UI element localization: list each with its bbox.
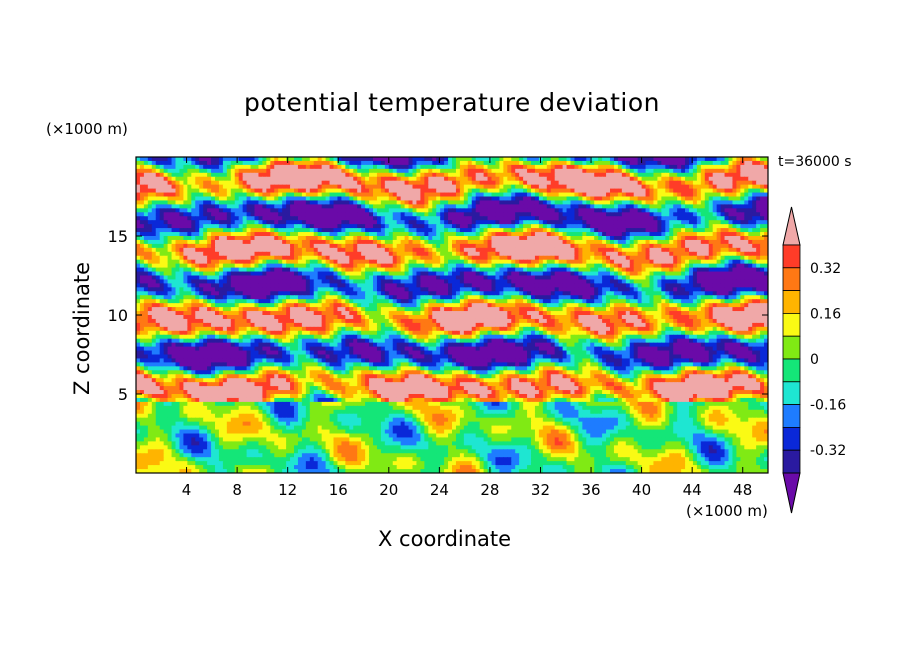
x-tick-label: 36 [581,481,600,499]
colorbar-under-triangle [782,472,801,514]
colorbar-over-triangle [782,206,801,246]
y-tick-label: 10 [108,306,128,325]
y-axis-ticks: 5 10 15 [108,227,768,404]
x-tick-label: 44 [683,481,702,499]
z-axis-unit: (×1000 m) [46,120,128,138]
time-label: t=36000 s [778,154,852,170]
colorbar-bin [782,335,801,360]
x-axis-label: X coordinate [378,527,512,551]
colorbar-bin [782,290,801,314]
colorbar-label: 0.16 [810,306,841,322]
chart-title: potential temperature deviation [244,88,660,117]
colorbar-bin [782,267,801,291]
colorbar-bin [782,244,801,269]
x-tick-label: 8 [232,481,242,499]
x-tick-label: 24 [430,481,449,499]
colorbar-bin [782,358,801,383]
colorbar-label: -0.32 [810,443,846,459]
y-tick-label: 5 [118,385,128,404]
colorbar-bin [782,312,801,337]
y-tick-label: 15 [108,227,128,246]
x-tick-label: 28 [480,481,499,499]
colorbar-bin [782,426,801,451]
x-tick-label: 32 [531,481,550,499]
x-axis-ticks: 4 8 12 16 20 24 28 32 36 40 44 48 [182,157,752,499]
contour-field [136,157,768,473]
contour-cells [136,157,768,473]
colorbar-label: -0.16 [810,398,846,414]
colorbar-bin [782,381,801,405]
x-tick-label: 40 [632,481,651,499]
colorbar-label: 0.32 [810,261,841,277]
colorbar: 0.32 0.16 0 -0.16 -0.32 [782,206,846,514]
colorbar-bin [782,404,801,428]
colorbar-bin [782,449,801,474]
colorbar-label: 0 [810,352,819,368]
x-tick-label: 12 [278,481,297,499]
x-tick-label: 4 [182,481,192,499]
x-axis-unit: (×1000 m) [686,502,768,520]
x-tick-label: 48 [733,481,752,499]
x-tick-label: 20 [379,481,398,499]
x-tick-label: 16 [329,481,348,499]
